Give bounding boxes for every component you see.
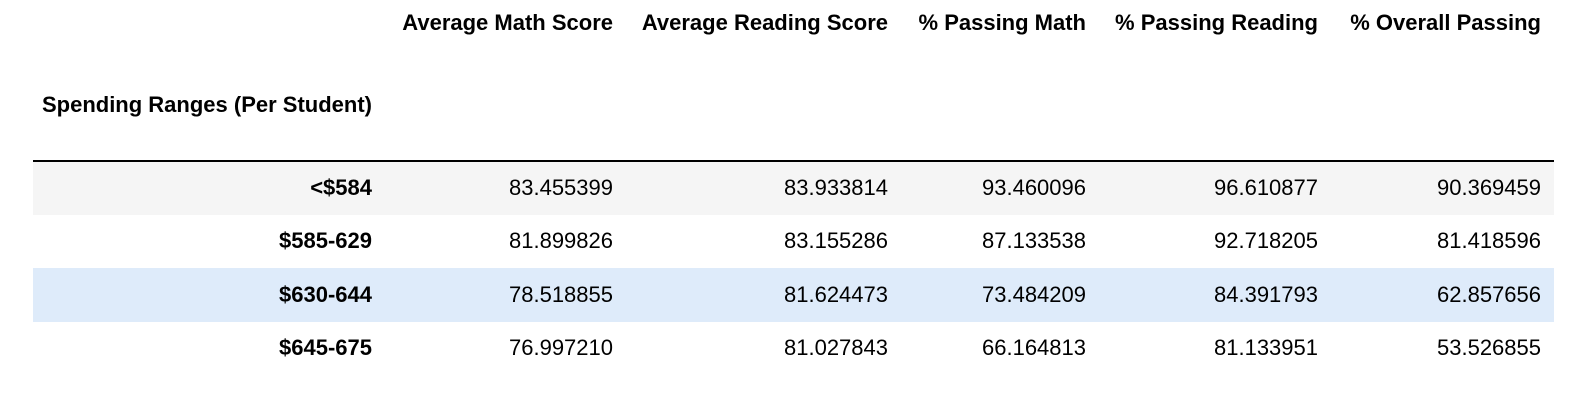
header-corner-cell bbox=[33, 0, 385, 90]
table-row: <$584 83.455399 83.933814 93.460096 96.6… bbox=[33, 161, 1554, 215]
table-row: $585-629 81.899826 83.155286 87.133538 9… bbox=[33, 214, 1554, 268]
row-label: $585-629 bbox=[279, 228, 372, 254]
row-label: $645-675 bbox=[279, 335, 372, 361]
cell-avg-reading: 83.933814 bbox=[784, 175, 888, 201]
cell-overall-passing: 81.418596 bbox=[1437, 228, 1541, 254]
cell-passing-reading: 81.133951 bbox=[1214, 335, 1318, 361]
column-header-passing-math: % Passing Math bbox=[918, 10, 1086, 35]
column-header-passing-reading: % Passing Reading bbox=[1115, 10, 1318, 35]
index-name-header: Spending Ranges (Per Student) bbox=[33, 90, 385, 162]
cell-passing-math: 93.460096 bbox=[982, 175, 1086, 201]
cell-overall-passing: 53.526855 bbox=[1437, 335, 1541, 361]
table-row: $645-675 76.997210 81.027843 66.164813 8… bbox=[33, 321, 1554, 375]
row-label: $630-644 bbox=[279, 281, 372, 307]
cell-avg-math: 76.997210 bbox=[509, 335, 613, 361]
cell-overall-passing: 90.369459 bbox=[1437, 175, 1541, 201]
index-name-empty-cell bbox=[1331, 90, 1554, 162]
column-header-avg-reading: Average Reading Score bbox=[641, 10, 888, 35]
table-header: Average Math Score Average Reading Score… bbox=[33, 0, 1554, 162]
cell-passing-math: 73.484209 bbox=[982, 281, 1086, 307]
table-row-highlighted: $630-644 78.518855 81.624473 73.484209 8… bbox=[33, 268, 1554, 322]
column-header-row: Average Math Score Average Reading Score… bbox=[33, 0, 1554, 90]
cell-passing-reading: 84.391793 bbox=[1214, 281, 1318, 307]
index-name-empty-cell bbox=[385, 90, 626, 162]
index-name-row: Spending Ranges (Per Student) bbox=[33, 90, 1554, 162]
cell-passing-math: 87.133538 bbox=[982, 228, 1086, 254]
cell-overall-passing: 62.857656 bbox=[1437, 281, 1541, 307]
cell-avg-math: 78.518855 bbox=[509, 281, 613, 307]
index-name-empty-cell bbox=[901, 90, 1099, 162]
cell-avg-math: 81.899826 bbox=[509, 228, 613, 254]
cell-avg-reading: 81.027843 bbox=[784, 335, 888, 361]
cell-passing-math: 66.164813 bbox=[982, 335, 1086, 361]
cell-passing-reading: 92.718205 bbox=[1214, 228, 1318, 254]
spending-summary-table: Average Math Score Average Reading Score… bbox=[33, 0, 1554, 375]
cell-passing-reading: 96.610877 bbox=[1214, 175, 1318, 201]
row-label: <$584 bbox=[310, 175, 372, 201]
cell-avg-math: 83.455399 bbox=[509, 175, 613, 201]
table-body: <$584 83.455399 83.933814 93.460096 96.6… bbox=[33, 161, 1554, 375]
index-name-empty-cell bbox=[626, 90, 901, 162]
column-header-avg-math: Average Math Score bbox=[402, 10, 613, 35]
index-name-empty-cell bbox=[1099, 90, 1331, 162]
cell-avg-reading: 81.624473 bbox=[784, 281, 888, 307]
cell-avg-reading: 83.155286 bbox=[784, 228, 888, 254]
column-header-overall-passing: % Overall Passing bbox=[1350, 10, 1541, 35]
